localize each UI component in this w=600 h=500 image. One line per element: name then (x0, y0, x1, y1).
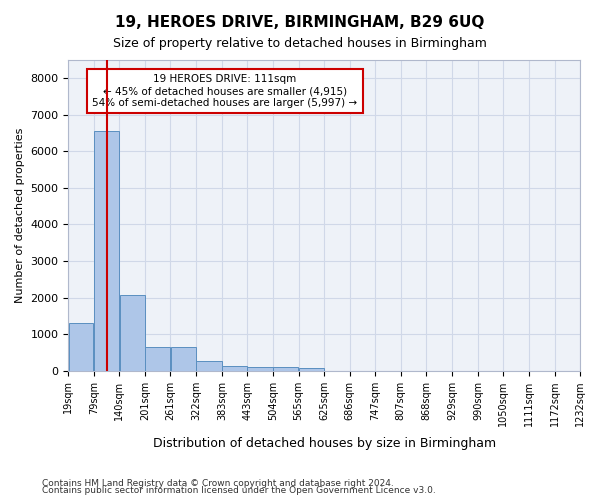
Bar (273, 368, 298, 370)
Y-axis label: Number of detached properties: Number of detached properties (15, 128, 25, 303)
Text: 19 HEROES DRIVE: 111sqm
← 45% of detached houses are smaller (4,915)
54% of semi: 19 HEROES DRIVE: 111sqm ← 45% of detache… (92, 74, 358, 108)
Bar (222, 366, 247, 370)
Bar (171, 347, 196, 370)
Text: Contains public sector information licensed under the Open Government Licence v3: Contains public sector information licen… (42, 486, 436, 495)
Text: 19, HEROES DRIVE, BIRMINGHAM, B29 6UQ: 19, HEROES DRIVE, BIRMINGHAM, B29 6UQ (115, 15, 485, 30)
Bar (247, 366, 273, 370)
Bar (145, 347, 170, 370)
Text: Contains HM Land Registry data © Crown copyright and database right 2024.: Contains HM Land Registry data © Crown c… (42, 478, 394, 488)
Bar (68, 323, 94, 370)
X-axis label: Distribution of detached houses by size in Birmingham: Distribution of detached houses by size … (152, 437, 496, 450)
Bar (94, 132, 119, 370)
Bar (119, 294, 145, 370)
Text: Size of property relative to detached houses in Birmingham: Size of property relative to detached ho… (113, 38, 487, 51)
Bar (196, 361, 221, 370)
Bar (299, 368, 324, 370)
